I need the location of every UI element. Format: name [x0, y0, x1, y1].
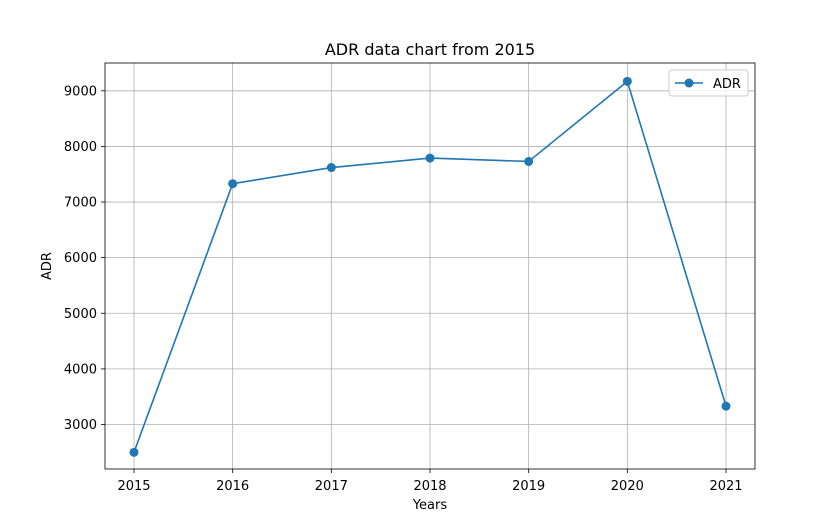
- data-point: [721, 401, 731, 411]
- y-tick-label: 3000: [64, 418, 97, 433]
- legend-marker: [684, 78, 694, 88]
- legend-box: [668, 69, 749, 97]
- y-tick-label: 4000: [64, 362, 97, 377]
- plot-frame: [104, 62, 756, 470]
- chart-title: ADR data chart from 2015: [325, 40, 535, 59]
- x-tick-label: 2019: [512, 479, 545, 494]
- y-axis-label: ADR: [40, 252, 55, 280]
- y-tick-label: 5000: [64, 307, 97, 322]
- y-tick-label: 9000: [64, 84, 97, 99]
- x-tick-label: 2017: [315, 479, 348, 494]
- legend-label: ADR: [713, 77, 741, 92]
- x-tick-label: 2020: [611, 479, 644, 494]
- series-layer: [129, 76, 731, 457]
- data-point: [622, 76, 632, 86]
- data-point: [425, 153, 435, 163]
- x-axis-label: Years: [412, 498, 448, 513]
- data-point: [326, 163, 336, 173]
- y-tick-label: 8000: [64, 140, 97, 155]
- data-point: [524, 156, 534, 166]
- data-point: [228, 179, 238, 189]
- legend: ADR: [668, 69, 749, 97]
- x-tick-label: 2016: [216, 479, 249, 494]
- x-tick-label: 2015: [117, 479, 150, 494]
- axes: 2015 2016 2017 2018 2019 2020 2021 3000 4000 5000…: [64, 62, 756, 494]
- data-point: [129, 447, 139, 457]
- y-tick-label: 6000: [64, 251, 97, 266]
- x-tick-label: 2018: [413, 479, 446, 494]
- x-tick-label: 2021: [709, 479, 742, 494]
- y-tick-label: 7000: [64, 196, 97, 211]
